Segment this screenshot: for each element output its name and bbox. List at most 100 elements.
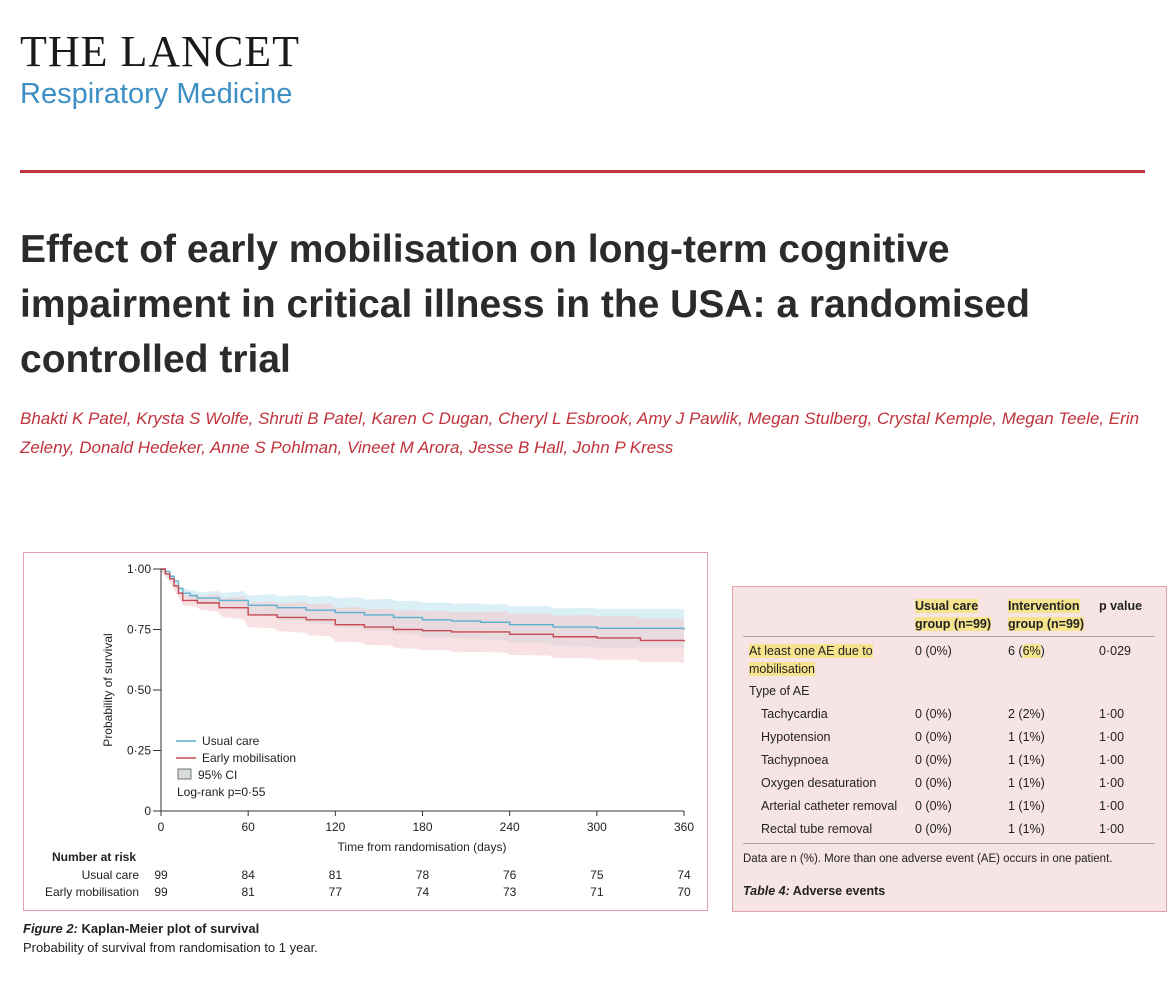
x-tick-label: 180: [412, 820, 432, 834]
table-caption: Table 4: Adverse events: [743, 884, 885, 898]
ae-intervention-value: 1 (1%): [1008, 776, 1045, 790]
ae-p-value: 1·00: [1099, 753, 1125, 767]
risk-count: 74: [677, 868, 691, 882]
ae-usual-value: 0 (0%): [915, 730, 952, 744]
col-header-intervention: Intervention group (n=99): [1008, 597, 1085, 633]
cell-ae-int-pre: 6 (: [1008, 644, 1023, 658]
y-tick-label: 0·50: [127, 683, 151, 697]
y-tick-label: 0: [144, 804, 151, 818]
number-at-risk-table: Usual care 99 84 81 78 76 75 74 Early mobilisati…: [45, 868, 691, 899]
legend-logrank: Log-rank p=0·55: [177, 785, 266, 799]
y-tick-label: 1·00: [127, 562, 151, 576]
ae-intervention-value: 1 (1%): [1008, 822, 1045, 836]
x-tick-label: 300: [587, 820, 607, 834]
article-title: Effect of early mobilisation on long-ter…: [20, 228, 1030, 381]
col-header-usual-care-line2: group (n=99): [915, 617, 992, 631]
type-of-ae-label: Type of AE: [749, 684, 810, 698]
risk-count: 99: [154, 885, 168, 899]
x-tick-label: 0: [158, 820, 165, 834]
cell-at-least-one-ae-p: 0·029: [1099, 644, 1131, 658]
ae-type-label: Arterial catheter removal: [761, 799, 898, 813]
ae-p-value: 1·00: [1099, 822, 1125, 836]
risk-count: 75: [590, 868, 604, 882]
km-plot: 0 0·25 0·50 0·75 1·00 0 60 120 180 240 300 360 Pro…: [45, 562, 694, 899]
row-label-line2: mobilisation: [749, 662, 816, 676]
risk-count: 74: [416, 885, 430, 899]
col-header-intervention-line2: group (n=99): [1008, 617, 1085, 631]
risk-count: 77: [329, 885, 343, 899]
x-axis-label: Time from randomisation (days): [338, 840, 507, 854]
risk-count: 71: [590, 885, 604, 899]
risk-count: 81: [241, 885, 255, 899]
ae-type-label: Rectal tube removal: [761, 822, 873, 836]
x-tick-label: 120: [325, 820, 345, 834]
ae-p-value: 1·00: [1099, 730, 1125, 744]
y-ticks: 0 0·25 0·50 0·75 1·00: [127, 562, 161, 818]
ae-intervention-value: 1 (1%): [1008, 753, 1045, 767]
risk-count: 73: [503, 885, 517, 899]
km-curve-early-mobilisation: [161, 568, 685, 642]
row-label-line1: At least one AE due to: [749, 644, 873, 658]
legend: Usual care Early mobilisation 95% CI Log…: [176, 734, 296, 799]
x-tick-label: 60: [241, 820, 255, 834]
figure-label: Figure 2:: [23, 921, 78, 936]
ae-usual-value: 0 (0%): [915, 799, 952, 813]
col-header-usual-care-line1: Usual care: [915, 599, 979, 613]
table-label: Table 4:: [743, 884, 790, 898]
ae-usual-value: 0 (0%): [915, 707, 952, 721]
ae-type-label: Oxygen desaturation: [761, 776, 877, 790]
risk-count: 81: [329, 868, 343, 882]
ae-usual-value: 0 (0%): [915, 776, 952, 790]
risk-count: 78: [416, 868, 430, 882]
ae-intervention-value: 2 (2%): [1008, 707, 1045, 721]
ci-band-early-mobilisation: [161, 569, 684, 664]
figure-caption: Figure 2: Kaplan-Meier plot of survival …: [23, 919, 318, 957]
ci-bands: [161, 569, 684, 664]
table-header-rule: [743, 636, 1155, 637]
risk-count: 76: [503, 868, 517, 882]
risk-count: 84: [241, 868, 255, 882]
risk-row-label: Usual care: [82, 868, 140, 882]
figure-caption-title: Figure 2: Kaplan-Meier plot of survival: [23, 919, 318, 938]
adverse-events-table: Usual care group (n=99) Intervention gro…: [732, 586, 1167, 912]
ae-p-value: 1·00: [1099, 799, 1125, 813]
ae-intervention-value: 1 (1%): [1008, 730, 1045, 744]
ae-type-label: Tachycardia: [761, 707, 828, 721]
legend-ci-label: 95% CI: [198, 768, 237, 782]
survival-curves: [161, 568, 685, 642]
journal-subtitle: Respiratory Medicine: [20, 78, 293, 110]
journal-name: THE LANCET: [20, 27, 301, 76]
risk-row-label: Early mobilisation: [45, 885, 139, 899]
table-bottom-rule: [743, 843, 1155, 844]
cell-ae-int-highlight: 6%: [1022, 644, 1041, 658]
number-at-risk-header: Number at risk: [52, 850, 136, 864]
ae-intervention-value: 1 (1%): [1008, 799, 1045, 813]
masthead-divider: [20, 170, 1145, 173]
cell-at-least-one-ae-intervention: 6 (6%): [1008, 642, 1045, 660]
ae-usual-value: 0 (0%): [915, 822, 952, 836]
legend-early-mobilisation-label: Early mobilisation: [202, 751, 296, 765]
x-tick-label: 240: [500, 820, 520, 834]
legend-usual-care-label: Usual care: [202, 734, 260, 748]
x-tick-label: 360: [674, 820, 694, 834]
y-axis-label: Probability of survival: [101, 633, 115, 746]
ae-usual-value: 0 (0%): [915, 753, 952, 767]
col-header-usual-care: Usual care group (n=99): [915, 597, 992, 633]
risk-count: 70: [677, 885, 691, 899]
col-header-intervention-line1: Intervention: [1008, 599, 1080, 613]
figure-title: Kaplan-Meier plot of survival: [81, 921, 260, 936]
y-tick-label: 0·25: [127, 744, 151, 758]
ae-type-label: Tachypnoea: [761, 753, 829, 767]
x-ticks: 0 60 120 180 240 300 360: [158, 811, 694, 834]
y-tick-label: 0·75: [127, 623, 151, 637]
col-header-p-value: p value: [1099, 599, 1143, 613]
km-figure: 0 0·25 0·50 0·75 1·00 0 60 120 180 240 300 360 Pro…: [23, 552, 708, 911]
ae-p-value: 1·00: [1099, 776, 1125, 790]
table-title: Adverse events: [792, 884, 886, 898]
author-list: Bhakti K Patel, Krysta S Wolfe, Shruti B…: [20, 409, 1140, 457]
table-note: Data are n (%). More than one adverse ev…: [743, 853, 1113, 865]
km-curve-usual-care: [161, 568, 685, 630]
cell-ae-int-post: ): [1040, 644, 1045, 658]
legend-ci-swatch: [177, 768, 192, 780]
row-label-at-least-one-ae: At least one AE due to mobilisation: [749, 642, 873, 678]
